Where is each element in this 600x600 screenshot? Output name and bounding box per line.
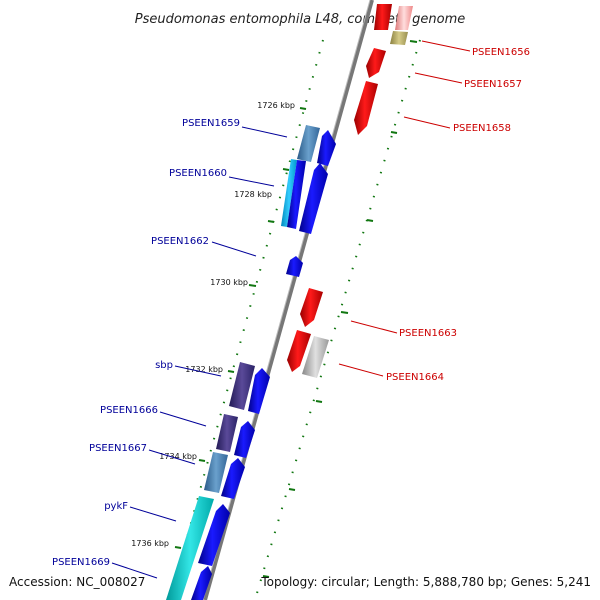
- label-leader-lines: [111, 40, 471, 579]
- tick-label-1730: 1730 kbp: [210, 278, 248, 287]
- minus-strand-genes: [166, 125, 336, 600]
- tick-label-1732: 1732 kbp: [185, 365, 223, 374]
- gene-feature-sbp-domain[interactable]: [229, 362, 255, 410]
- gene-feature-pykf-domain[interactable]: [166, 496, 214, 600]
- gene-label-pseen1664[interactable]: PSEEN1664: [386, 372, 444, 383]
- genome-backbone: [203, 0, 374, 600]
- gene-label-pseen1656[interactable]: PSEEN1656: [472, 47, 530, 58]
- tick-label-1736: 1736 kbp: [131, 539, 169, 548]
- plus-strand-genes: [287, 4, 413, 378]
- gene-feature-pseen1666-domain[interactable]: [216, 414, 238, 452]
- gene-label-pseen1659[interactable]: PSEEN1659: [182, 118, 240, 129]
- gene-feature-pseen1660[interactable]: [299, 163, 328, 234]
- gene-label-pseen1666[interactable]: PSEEN1666: [100, 405, 158, 416]
- gene-feature-pseen1669[interactable]: [191, 566, 212, 600]
- gene-feature-pseen1658[interactable]: [354, 81, 378, 135]
- gene-feature-sbp[interactable]: [248, 368, 270, 414]
- gene-feature-pseen1657[interactable]: [366, 48, 386, 78]
- genome-backbone-highlight: [202, 0, 371, 600]
- gene-feature-pseen1659-domain[interactable]: [297, 125, 320, 162]
- gc-skew-marks: [174, 40, 418, 578]
- gene-feature-pseen1656[interactable]: [374, 4, 392, 30]
- gene-label-pseen1667[interactable]: PSEEN1667: [89, 443, 147, 454]
- position-ticks: 1726 kbp 1728 kbp 1730 kbp 1732 kbp 1734…: [131, 101, 295, 548]
- gene-label-sbp[interactable]: sbp: [155, 360, 173, 371]
- gene-feature-pseen1663[interactable]: [300, 288, 323, 327]
- tick-label-1728: 1728 kbp: [234, 190, 272, 199]
- gene-feature-pseen1664-domain[interactable]: [302, 336, 329, 378]
- gene-feature-pseen1667-domain[interactable]: [204, 452, 228, 493]
- accession-label: Accession: NC_008027: [9, 575, 145, 589]
- gene-feature-pseen1666[interactable]: [234, 421, 255, 458]
- gene-label-pseen1669[interactable]: PSEEN1669: [52, 557, 110, 568]
- gene-labels: PSEEN1656 PSEEN1657 PSEEN1658 PSEEN1659 …: [52, 47, 530, 568]
- gene-label-pykf[interactable]: pykF: [104, 501, 128, 512]
- gene-feature-pseen1664[interactable]: [287, 330, 311, 372]
- gene-feature-pseen1662[interactable]: [286, 256, 303, 277]
- gene-feature-pseen1656-khaki[interactable]: [390, 31, 408, 45]
- tick-label-1734: 1734 kbp: [159, 452, 197, 461]
- map-title: Pseudomonas entomophila L48, complete ge…: [135, 12, 466, 27]
- gene-feature-pseen1659[interactable]: [317, 130, 336, 166]
- gene-label-pseen1660[interactable]: PSEEN1660: [169, 168, 227, 179]
- gene-feature-pykf[interactable]: [198, 504, 230, 566]
- gene-label-pseen1657[interactable]: PSEEN1657: [464, 79, 522, 90]
- gene-feature-pseen1660-domain-b[interactable]: [287, 160, 306, 229]
- genome-summary: Topology: circular; Length: 5,888,780 bp…: [260, 575, 591, 589]
- gene-label-pseen1663[interactable]: PSEEN1663: [399, 328, 457, 339]
- gene-label-pseen1662[interactable]: PSEEN1662: [151, 236, 209, 247]
- tick-label-1726: 1726 kbp: [257, 101, 295, 110]
- gene-feature-pseen1660-domain-a[interactable]: [281, 159, 297, 227]
- gene-feature-pseen1656-domain[interactable]: [395, 6, 413, 30]
- gene-feature-pseen1667[interactable]: [221, 458, 245, 499]
- gene-label-pseen1658[interactable]: PSEEN1658: [453, 123, 511, 134]
